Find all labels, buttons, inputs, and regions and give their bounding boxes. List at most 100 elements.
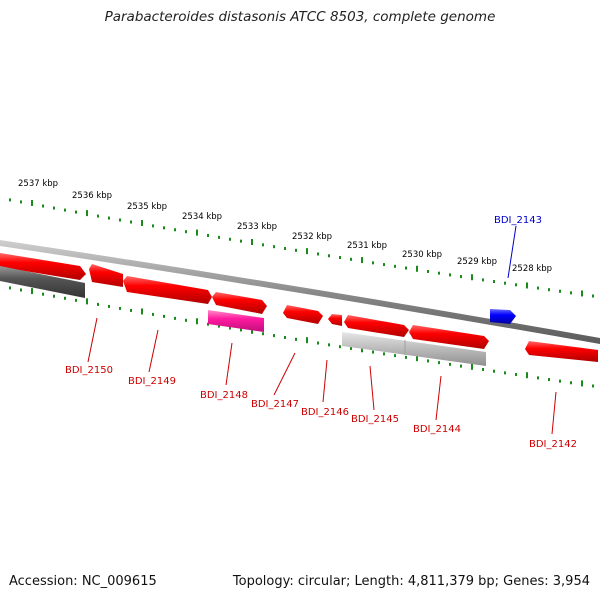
upper-tick [75, 210, 77, 214]
lower-tick [537, 376, 539, 380]
upper-tick [42, 204, 44, 208]
upper-tick [361, 257, 363, 264]
gene-label[interactable]: BDI_2142 [529, 439, 577, 450]
upper-tick [471, 274, 473, 281]
lower-tick [350, 346, 352, 350]
upper-tick [295, 248, 297, 252]
kbp-scale: 2537 kbp 2536 kbp 2535 kbp 2534 kbp 2533… [18, 179, 552, 274]
lower-tick [449, 362, 451, 366]
upper-tick [416, 265, 418, 272]
gene-arrow-BDI_2143[interactable] [490, 309, 516, 324]
upper-tick [372, 261, 374, 265]
lower-tick [394, 354, 396, 358]
upper-tick [482, 278, 484, 282]
lower-tick [108, 304, 110, 308]
lower-tick [42, 292, 44, 296]
upper-tick [141, 219, 143, 226]
gene-arrow-BDI_2148[interactable] [212, 292, 267, 314]
lower-tick [229, 326, 231, 330]
gene-arrow-BDI_2150[interactable] [0, 253, 86, 280]
lower-tick [526, 372, 528, 379]
lower-tick [251, 327, 253, 334]
lower-tick [306, 337, 308, 344]
lower-tick [460, 364, 462, 368]
upper-tick [20, 200, 22, 204]
lower-tick [9, 286, 11, 290]
kbp-label: 2534 kbp [182, 212, 222, 222]
feature-block-magenta[interactable] [208, 310, 264, 332]
genome-summary-text: Topology: circular; Length: 4,811,379 bp… [232, 574, 590, 589]
gene-label[interactable]: BDI_2143 [494, 215, 542, 226]
feature-block-dark[interactable] [0, 266, 85, 298]
lower-tick [295, 337, 297, 341]
kbp-label: 2537 kbp [18, 179, 58, 189]
lower-tick [207, 322, 209, 326]
lower-tick [416, 355, 418, 362]
upper-tick [493, 280, 495, 284]
upper-tick [394, 264, 396, 268]
gene-label[interactable]: BDI_2146 [301, 407, 349, 418]
gene-label[interactable]: BDI_2148 [200, 390, 248, 401]
gene-labels: BDI_2150 BDI_2149 BDI_2148 BDI_2147 BDI_… [65, 215, 577, 450]
forward-strand-genes [0, 253, 598, 362]
lower-tick [317, 341, 319, 345]
upper-tick [163, 226, 165, 230]
leader-BDI_2150 [87, 317, 98, 363]
gene-label[interactable]: BDI_2144 [413, 424, 461, 435]
upper-tick [460, 275, 462, 279]
kbp-label: 2532 kbp [292, 232, 332, 242]
lower-tick [31, 288, 33, 295]
gene-label[interactable]: BDI_2149 [128, 376, 176, 387]
gene-arrow-BDI_2145[interactable] [344, 315, 409, 337]
figure-title: Parabacteroides distasonis ATCC 8503, co… [104, 9, 496, 25]
position-tick-rows [9, 198, 594, 388]
leader-BDI_2144 [435, 375, 442, 421]
upper-tick [537, 286, 539, 290]
upper-tick [53, 206, 55, 210]
leader-BDI_2143 [507, 225, 517, 279]
upper-tick [427, 269, 429, 273]
upper-tick [185, 230, 187, 234]
upper-tick [251, 238, 253, 245]
upper-tick [306, 248, 308, 255]
upper-tick [328, 254, 330, 258]
lower-tick [273, 334, 275, 338]
upper-tick [449, 273, 451, 277]
upper-tick [526, 282, 528, 289]
lower-tick [438, 361, 440, 365]
upper-tick [64, 208, 66, 212]
lower-tick [559, 379, 561, 383]
lower-tick [427, 359, 429, 363]
upper-tick [119, 218, 121, 222]
lower-tick [119, 306, 121, 310]
upper-tick [559, 289, 561, 293]
lower-tick [592, 384, 594, 388]
gene-label[interactable]: BDI_2150 [65, 365, 113, 376]
feature-block-gray[interactable] [342, 332, 486, 366]
upper-tick [97, 214, 99, 218]
upper-tick [86, 210, 88, 217]
gene-label[interactable]: BDI_2147 [251, 399, 299, 410]
lower-tick [339, 345, 341, 349]
gene-arrow-2151-partial[interactable] [89, 264, 123, 287]
upper-tick [130, 220, 132, 224]
lower-tick [196, 318, 198, 325]
upper-tick [9, 198, 11, 202]
gene-arrow-BDI_2147[interactable] [283, 305, 323, 324]
lower-tick [185, 318, 187, 322]
gene-label[interactable]: BDI_2145 [351, 414, 399, 425]
upper-tick [207, 233, 209, 237]
gene-arrow-BDI_2142[interactable] [525, 341, 598, 362]
gene-arrow-BDI_2146[interactable] [328, 314, 342, 326]
leader-BDI_2148 [225, 342, 233, 386]
upper-tick [174, 228, 176, 232]
gene-arrow-BDI_2149[interactable] [123, 276, 212, 304]
lower-tick [361, 346, 363, 353]
lower-tick [482, 368, 484, 372]
kbp-label: 2536 kbp [72, 191, 112, 201]
upper-tick [240, 239, 242, 243]
gene-arrow-BDI_2144[interactable] [409, 325, 489, 349]
upper-tick [548, 288, 550, 292]
lower-tick [262, 332, 264, 336]
